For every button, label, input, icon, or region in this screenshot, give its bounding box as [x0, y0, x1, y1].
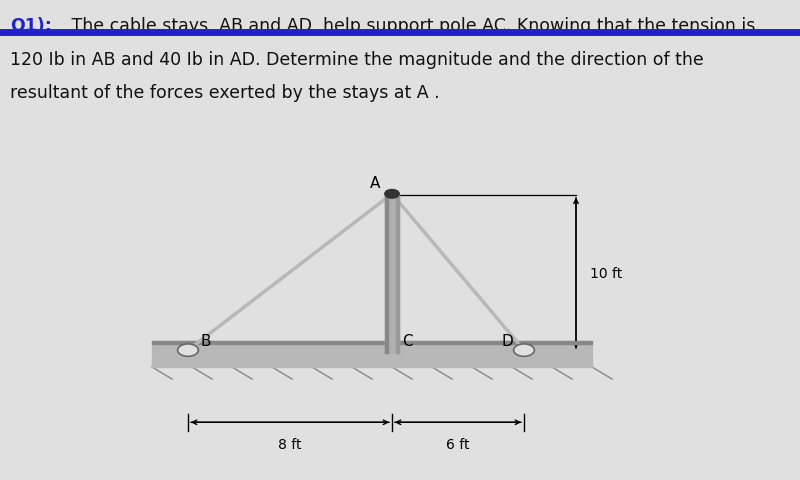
- Text: 120 Ib in AB and 40 Ib in AD. Determine the magnitude and the direction of the: 120 Ib in AB and 40 Ib in AD. Determine …: [10, 50, 704, 68]
- Text: 10 ft: 10 ft: [590, 266, 622, 280]
- Circle shape: [514, 344, 534, 357]
- Circle shape: [178, 344, 198, 357]
- Text: 6 ft: 6 ft: [446, 437, 470, 451]
- Text: D: D: [502, 333, 514, 348]
- Bar: [152, 341, 592, 367]
- Circle shape: [385, 190, 399, 199]
- Text: 8 ft: 8 ft: [278, 437, 302, 451]
- Text: A: A: [370, 176, 380, 191]
- Bar: [396, 194, 399, 353]
- Text: C: C: [402, 333, 413, 348]
- Text: B: B: [201, 333, 211, 348]
- Text: Q1):: Q1):: [10, 17, 52, 35]
- Bar: [385, 194, 399, 353]
- Bar: [152, 341, 592, 345]
- Text: resultant of the forces exerted by the stays at A .: resultant of the forces exerted by the s…: [10, 84, 440, 102]
- Text: The cable stays  AB and AD  help support pole AC. Knowing that the tension is: The cable stays AB and AD help support p…: [66, 17, 755, 35]
- Bar: [385, 194, 389, 353]
